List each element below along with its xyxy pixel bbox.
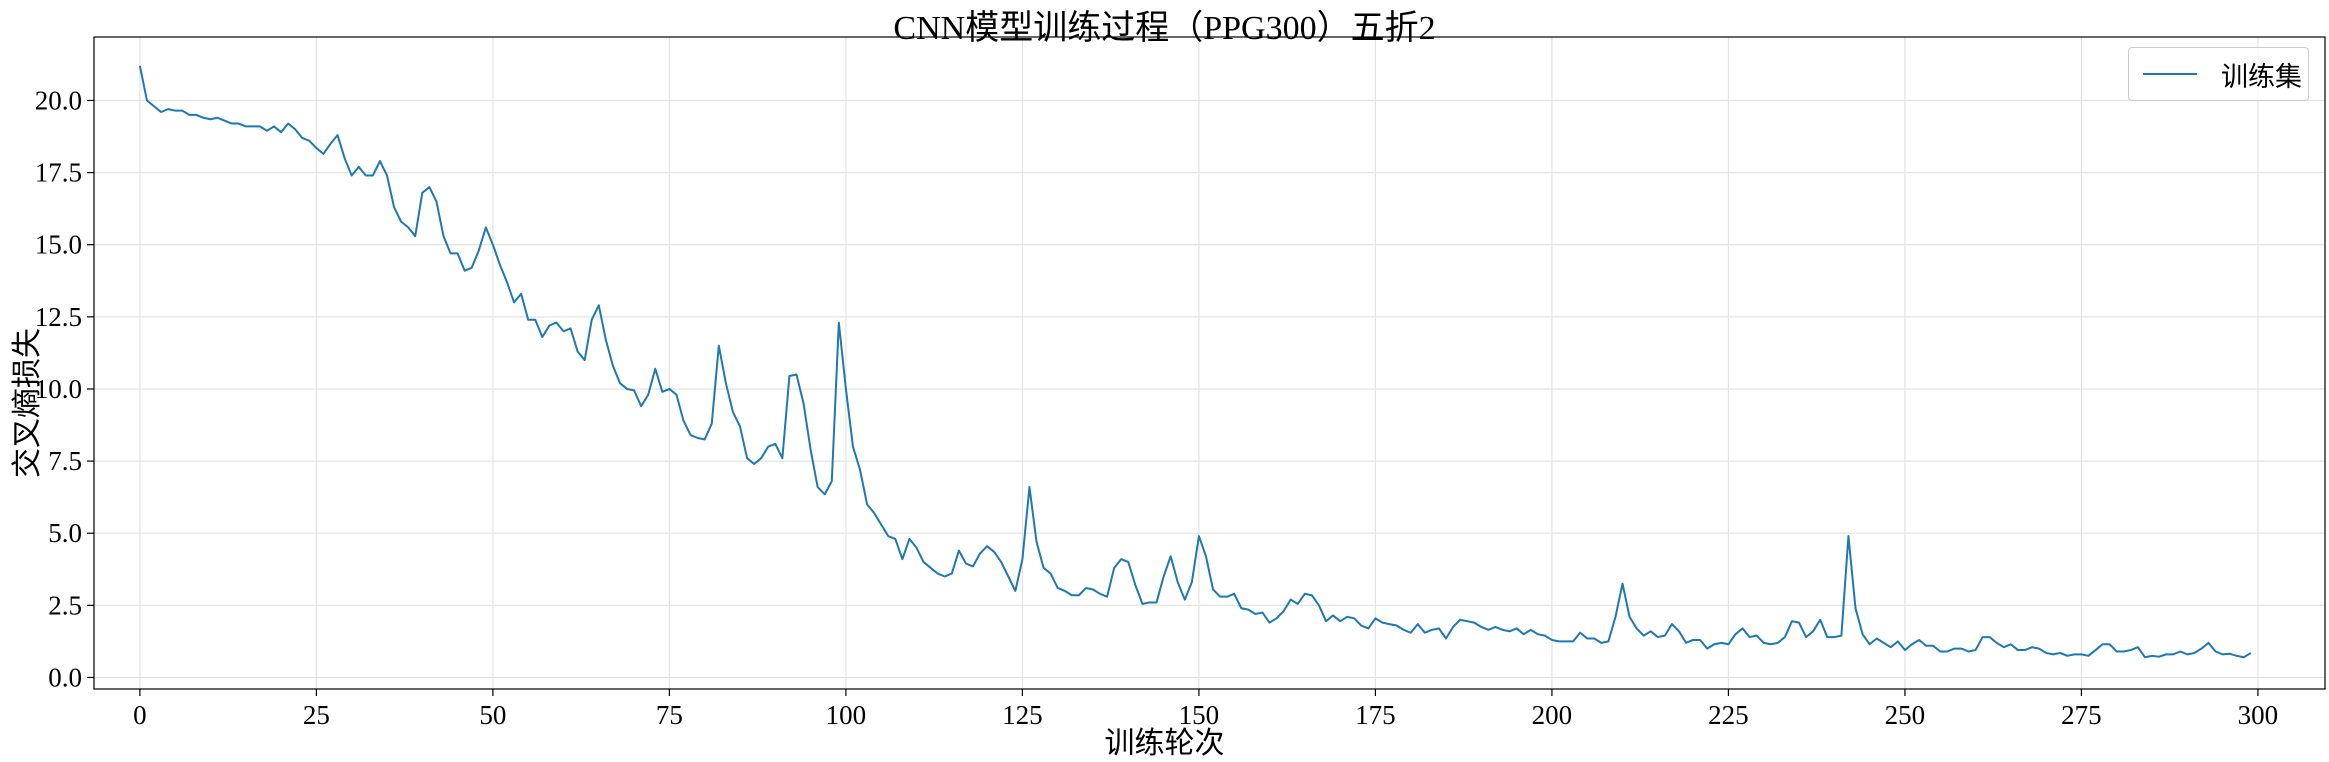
x-tick-label: 275: [2061, 700, 2102, 730]
x-tick-label: 75: [656, 700, 683, 730]
plot-frame: [93, 36, 2326, 690]
y-tick-label: 7.5: [48, 446, 82, 476]
x-tick-label: 125: [1002, 700, 1043, 730]
x-tick-label: 50: [479, 700, 506, 730]
x-tick-label: 25: [303, 700, 330, 730]
legend-swatch-training: [2143, 73, 2197, 75]
series-layer: [138, 65, 2252, 659]
y-tick-label: 2.5: [48, 590, 82, 620]
x-tick-label: 300: [2238, 700, 2279, 730]
x-tick-label: 250: [1885, 700, 1926, 730]
x-tick-label: 175: [1355, 700, 1396, 730]
y-tick-label: 20.0: [35, 85, 82, 115]
y-tick-label: 5.0: [48, 518, 82, 548]
y-tick-label: 0.0: [48, 662, 82, 692]
y-axis-label: 交叉熵损失: [11, 328, 44, 478]
y-tick-label: 12.5: [35, 302, 82, 332]
x-tick-label: 150: [1179, 700, 1220, 730]
series-line-training: [138, 65, 2252, 659]
y-tick-label: 10.0: [35, 374, 82, 404]
y-tick-label: 17.5: [35, 158, 82, 188]
grid-lines: [94, 37, 2325, 689]
x-tick-label: 200: [1532, 700, 1573, 730]
x-axis-label: 训练轮次: [1104, 727, 1225, 760]
y-tick-label: 15.0: [35, 230, 82, 260]
legend-label-training: 训练集: [2221, 61, 2302, 92]
chart-title: CNN模型训练过程（PPG300）五折2: [893, 10, 1436, 47]
x-tick-label: 225: [1708, 700, 1749, 730]
axis-ticks: 0 25 50 75 100 125 150 175 200 225 250 275 300 0.0 2.5…: [35, 85, 2278, 730]
x-tick-label: 0: [133, 700, 147, 730]
x-tick-label: 100: [826, 700, 867, 730]
legend: 训练集: [2128, 47, 2309, 101]
